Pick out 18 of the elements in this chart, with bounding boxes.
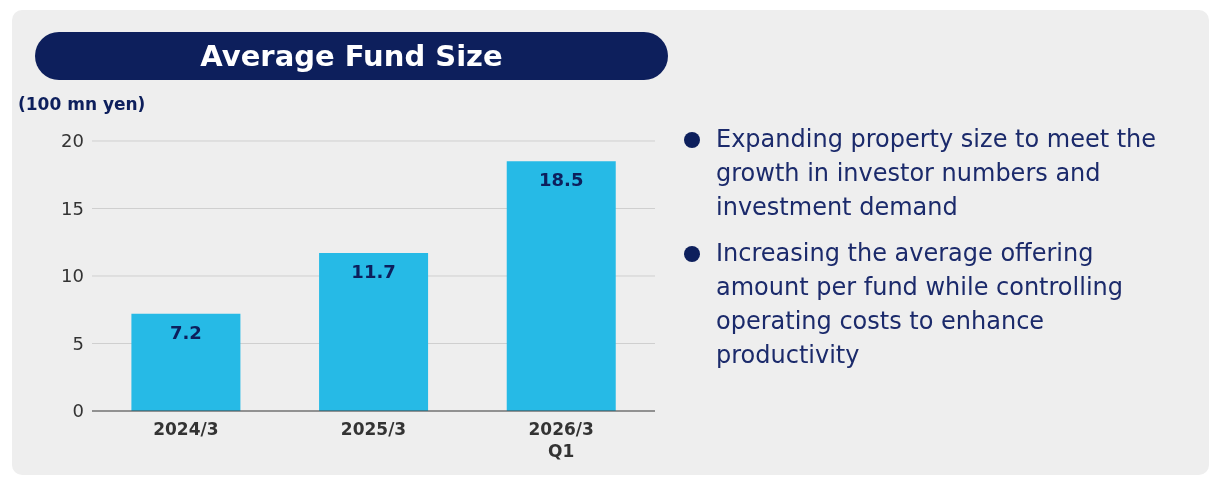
y-axis-title: (100 mn yen) — [18, 94, 146, 114]
y-tick-label: 20 — [61, 130, 84, 152]
x-tick-label: 2024/3 — [153, 419, 219, 439]
y-tick-label: 10 — [61, 265, 84, 287]
y-tick-label: 5 — [72, 332, 84, 354]
y-tick-label: 0 — [72, 400, 84, 422]
bar — [319, 253, 429, 411]
data-label: 7.2 — [169, 321, 202, 343]
data-label: 18.5 — [539, 169, 584, 191]
text: Expanding property size to meet the growth in investor numbers and investment demand — [716, 124, 1158, 223]
x-tick-label: 2025/3 — [340, 419, 407, 439]
bar — [131, 313, 241, 411]
bar — [506, 161, 616, 411]
text: Increasing the average offering amount per fund while controlling operating costs to enhance productivity — [716, 238, 1124, 371]
y-tick-label: 15 — [61, 197, 84, 219]
data-label: 11.7 — [351, 260, 396, 282]
chart-title: Average Fund Size — [35, 32, 668, 80]
x-tick-label: 2026/3 Q1 — [528, 419, 594, 461]
